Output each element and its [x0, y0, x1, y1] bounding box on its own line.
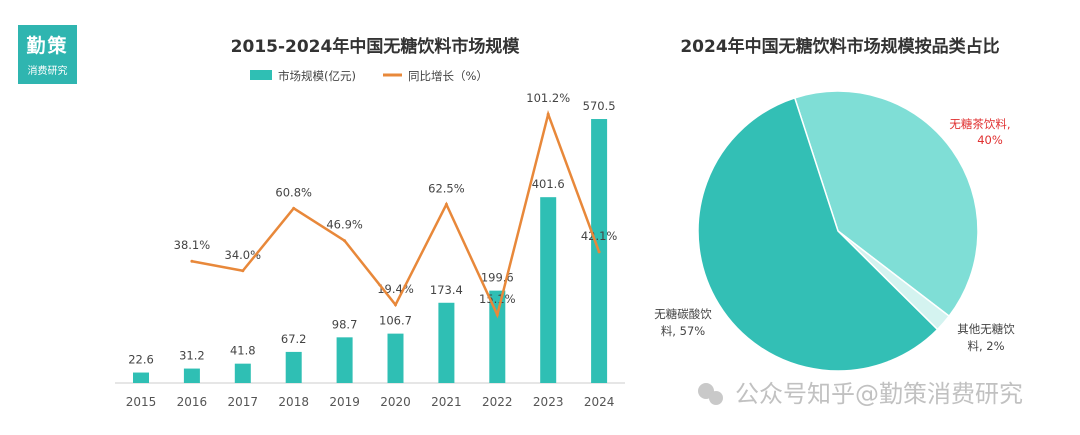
x-tick-2020: 2020 — [380, 395, 411, 409]
line-label-2019: 46.9% — [326, 218, 363, 232]
bar-label-2020: 106.7 — [379, 314, 412, 328]
watermark: 公众号知乎@勤策消费研究 — [698, 380, 1023, 408]
x-tick-2016: 2016 — [177, 395, 208, 409]
bar-2018 — [285, 351, 302, 383]
logo: 勤策 消费研究 — [18, 25, 77, 84]
bar-label-2016: 31.2 — [179, 349, 205, 363]
line-label-2023: 101.2% — [526, 91, 570, 105]
x-tick-2024: 2024 — [584, 395, 615, 409]
pie-value-tea: 40% — [977, 133, 1003, 147]
watermark-text: 公众号知乎@勤策消费研究 — [735, 380, 1023, 408]
pie-value-other: 料, 2% — [967, 339, 1004, 353]
legend-bar-label: 市场规模(亿元) — [278, 69, 356, 83]
x-tick-2018: 2018 — [278, 395, 309, 409]
pie-label-tea: 无糖茶饮料, — [949, 117, 1010, 131]
line-label-2022: 15.1% — [479, 292, 516, 306]
line-label-2018: 60.8% — [275, 185, 312, 199]
bar-label-2024: 570.5 — [583, 99, 616, 113]
bar-label-2018: 67.2 — [281, 332, 307, 346]
x-tick-2015: 2015 — [126, 395, 157, 409]
line-label-2021: 62.5% — [428, 181, 465, 195]
pie-slice-2 — [697, 96, 939, 372]
bar-2016 — [183, 368, 200, 383]
wechat-icon — [698, 383, 714, 399]
bar-label-2023: 401.6 — [532, 177, 565, 191]
legend-line-label: 同比增长（%） — [408, 69, 488, 83]
pie-chart-title: 2024年中国无糖饮料市场规模按品类占比 — [680, 36, 999, 57]
pie-label-other: 其他无糖饮 — [957, 322, 1015, 336]
bar-label-2019: 98.7 — [332, 317, 358, 331]
line-label-2024: 42.1% — [581, 229, 618, 243]
pie-label-carbonated: 无糖碳酸饮 — [654, 307, 712, 321]
pie-value-carbonated: 料, 57% — [661, 324, 705, 338]
line-label-2016: 38.1% — [174, 238, 211, 252]
x-tick-2021: 2021 — [431, 395, 462, 409]
x-tick-2017: 2017 — [228, 395, 259, 409]
x-tick-2023: 2023 — [533, 395, 564, 409]
bar-label-2017: 41.8 — [230, 344, 256, 358]
bar-2021 — [438, 302, 455, 383]
x-tick-2019: 2019 — [329, 395, 360, 409]
growth-line — [191, 109, 601, 319]
bar-2019 — [336, 337, 353, 383]
logo-subtext: 消费研究 — [27, 66, 68, 77]
bar-label-2015: 22.6 — [128, 353, 154, 367]
bar-label-2021: 173.4 — [430, 283, 463, 297]
bar-chart-title: 2015-2024年中国无糖饮料市场规模 — [231, 36, 521, 57]
pie-slice-0 — [793, 90, 979, 318]
bar-2015 — [133, 372, 149, 383]
legend-bar-swatch — [250, 70, 272, 80]
bar-2020 — [387, 333, 404, 383]
bar-2023 — [540, 197, 557, 383]
x-tick-2022: 2022 — [482, 395, 513, 409]
logo-text: 勤策 — [26, 35, 69, 57]
bar-2017 — [234, 363, 251, 383]
bar-2022 — [489, 290, 506, 383]
